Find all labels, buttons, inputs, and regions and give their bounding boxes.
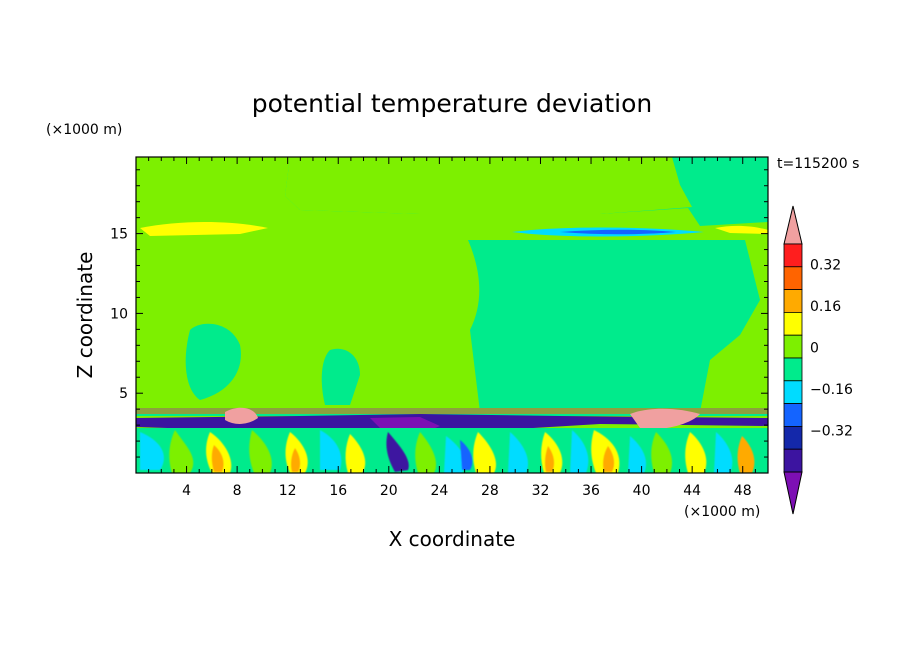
field-mid-cool-patch-left xyxy=(185,323,241,400)
chart-title: potential temperature deviation xyxy=(252,89,652,118)
x-tick-label: 16 xyxy=(329,483,347,499)
colorbar-label: 0 xyxy=(810,341,819,357)
plot-area xyxy=(136,157,768,473)
field-warm-cap xyxy=(136,408,768,414)
x-unit-label: (×1000 m) xyxy=(684,504,760,520)
colorbar-label: 0.32 xyxy=(810,258,841,274)
colorbar-swatch xyxy=(783,334,803,359)
x-tick-label: 8 xyxy=(233,483,242,499)
y-axis-label: Z coordinate xyxy=(73,252,97,379)
colorbar-swatch xyxy=(783,243,803,268)
colorbar-swatch xyxy=(783,403,803,427)
colorbar-swatch xyxy=(783,266,803,290)
colorbar-swatch xyxy=(783,425,803,450)
y-axis-ticks: 5 10 15 xyxy=(110,169,768,458)
colorbar: 0.32 0.16 0 −0.16 −0.32 xyxy=(783,205,853,515)
y-tick-label: 5 xyxy=(119,386,128,402)
x-tick-label: 48 xyxy=(734,483,752,499)
field-warm-streak-right xyxy=(715,225,768,234)
field-cold-inversion xyxy=(136,414,768,440)
x-tick-label: 24 xyxy=(430,483,448,499)
colorbar-label: 0.16 xyxy=(810,299,841,315)
field-mid-cool-plume xyxy=(468,240,760,412)
colorbar-swatch xyxy=(783,448,803,473)
field-upper-warm-anomaly xyxy=(285,157,692,214)
x-tick-label: 32 xyxy=(532,483,550,499)
y-tick-label: 15 xyxy=(110,227,128,243)
colorbar-label: −0.32 xyxy=(810,424,853,440)
colorbar-bottom-extension xyxy=(783,471,803,515)
x-tick-label: 20 xyxy=(380,483,398,499)
x-tick-label: 40 xyxy=(633,483,651,499)
colorbar-top-extension xyxy=(783,205,803,245)
x-axis-ticks: 4 8 12 16 20 24 28 32 36 40 44 48 xyxy=(148,157,756,499)
x-tick-label: 4 xyxy=(182,483,191,499)
field-turbulence xyxy=(140,430,755,473)
colorbar-swatch xyxy=(783,380,803,404)
field-cold-streak-core xyxy=(560,229,676,235)
x-tick-label: 28 xyxy=(481,483,499,499)
field-mid-cool-patch-center xyxy=(321,348,360,405)
y-tick-label: 10 xyxy=(110,306,128,322)
time-label: t=115200 s xyxy=(777,156,859,172)
x-axis-label: X coordinate xyxy=(389,527,516,551)
colorbar-label: −0.16 xyxy=(810,382,853,398)
colorbar-swatch xyxy=(783,357,803,382)
field-warm-blob-40km xyxy=(630,408,700,430)
x-tick-label: 44 xyxy=(683,483,701,499)
x-tick-label: 36 xyxy=(582,483,600,499)
x-tick-label: 12 xyxy=(279,483,297,499)
colorbar-swatch xyxy=(783,289,803,313)
colorbar-swatch xyxy=(783,311,803,336)
field-warm-blob-8km xyxy=(225,407,258,424)
y-unit-label: (×1000 m) xyxy=(46,122,122,138)
field-warm-streak xyxy=(140,222,268,236)
